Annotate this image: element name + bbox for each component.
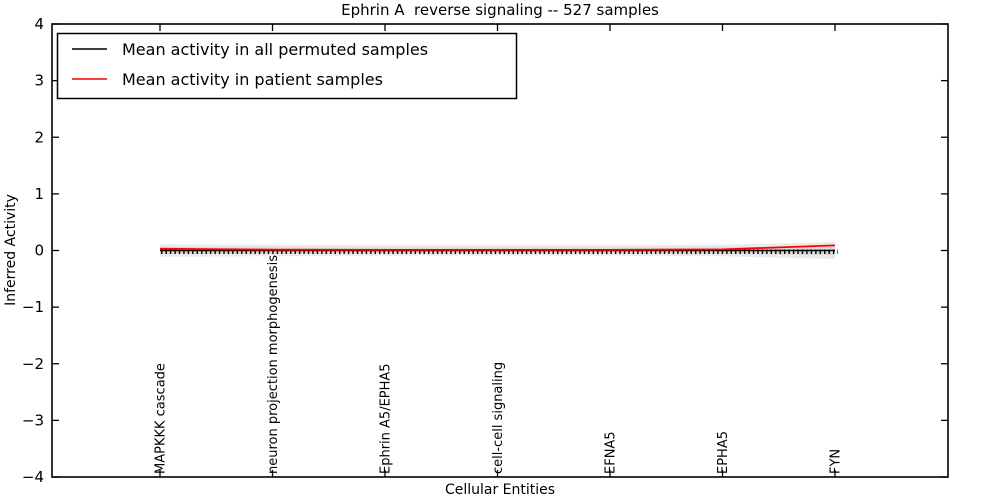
legend: Mean activity in all permuted samples Me… <box>56 32 518 100</box>
series-group <box>159 244 838 254</box>
x-tick-label: FYN <box>829 449 844 474</box>
x-tick-label: MAPKKK cascade <box>154 363 169 474</box>
y-tick-label: −1 <box>22 298 44 316</box>
y-tick-label: −2 <box>22 355 44 373</box>
y-tick-label: 2 <box>34 128 44 146</box>
patient-mean-line <box>159 244 836 251</box>
x-tick-label: EFNA5 <box>604 431 619 474</box>
legend-label-patient: Mean activity in patient samples <box>122 70 383 89</box>
y-tick-label: 3 <box>34 72 44 90</box>
x-tick-label: cell-cell signaling <box>491 362 506 474</box>
y-tick-label: −4 <box>22 468 44 486</box>
chart-title: Ephrin A reverse signaling -- 527 sample… <box>341 1 659 19</box>
tick-marks-group <box>52 23 948 478</box>
y-tick-label: 1 <box>34 185 44 203</box>
y-tick-label: −3 <box>22 411 44 429</box>
x-tick-labels-group: MAPKKK cascade neuron projection morphoge… <box>154 255 844 474</box>
y-tick-labels-group: 4 3 2 1 0 −1 −2 −3 −4 <box>22 15 44 486</box>
x-tick-label: EPHA5 <box>716 431 731 474</box>
legend-box <box>56 32 518 100</box>
x-tick-label: Ephrin A5/EPHA5 <box>379 363 394 474</box>
y-tick-label: 0 <box>34 242 44 260</box>
x-axis-label: Cellular Entities <box>445 482 555 498</box>
y-tick-label: 4 <box>34 15 44 33</box>
y-axis-label: Inferred Activity <box>3 194 19 306</box>
x-tick-label: neuron projection morphogenesis <box>266 255 281 474</box>
legend-label-permuted: Mean activity in all permuted samples <box>122 40 428 59</box>
